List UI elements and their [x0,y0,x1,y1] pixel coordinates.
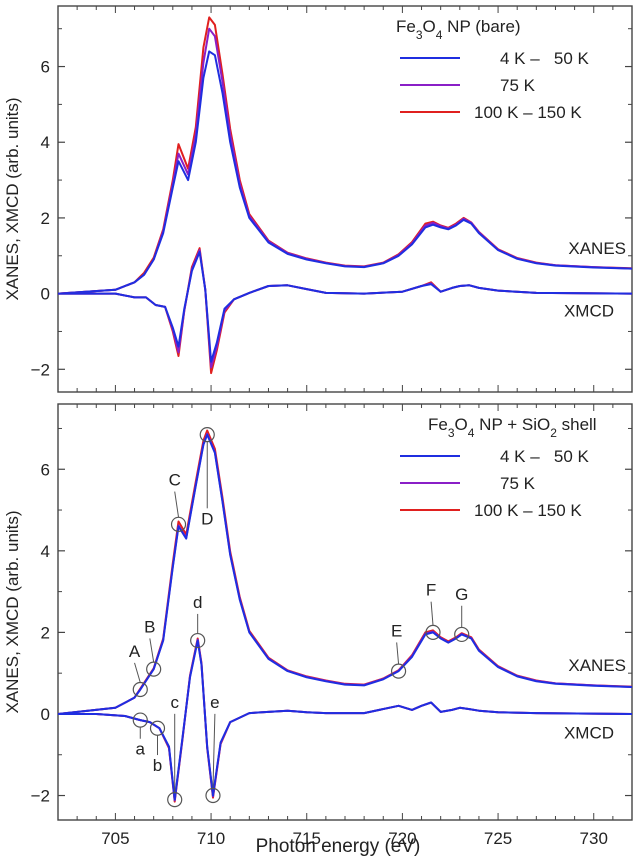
legend-entry-red: 100 K – 150 K [474,501,582,520]
x-tick-label: 725 [484,829,512,848]
marker-circle-c [167,792,183,808]
x-tick-label: 720 [388,829,416,848]
x-tick-label: 715 [293,829,321,848]
x-tick-label: 730 [580,829,608,848]
marker-label-G: G [455,585,468,604]
xanes-label: XANES [568,239,626,258]
legend-title: Fe3O4 NP + SiO2 shell [428,415,597,440]
y-axis-label: XANES, XMCD (arb. units) [3,97,22,300]
marker-leader-B [149,638,155,663]
y-tick-label: 4 [41,542,50,561]
xmcd-line-blue [58,639,633,801]
marker-leader-A [134,662,141,683]
marker-circle-G [454,626,470,643]
marker-circle-e [205,787,221,804]
marker-circle-A [132,681,148,698]
xanes-line-purple [57,27,633,295]
marker-leader-E [396,642,400,665]
xmcd-line-purple [58,249,633,369]
marker-leader-e [212,713,216,789]
y-tick-label: 4 [41,133,50,152]
legend-entry-purple: 75 K [500,474,536,493]
xanes-line-red [57,429,633,715]
legend-entry-blue: 4 K – 50 K [500,447,589,466]
y-tick-label: 0 [41,705,50,724]
marker-label-b: b [153,756,162,775]
legend-title: Fe3O4 NP (bare) [396,17,521,42]
legend-entry-red: 100 K – 150 K [474,103,582,122]
marker-circle-b [149,720,166,736]
marker-label-D: D [201,509,213,528]
xmcd-label: XMCD [564,723,614,742]
marker-label-E: E [391,621,402,640]
xanes-line-purple [57,432,633,715]
x-tick-label: 710 [197,829,225,848]
y-tick-label: 2 [41,623,50,642]
marker-circle-E [390,663,407,679]
marker-label-c: c [170,693,179,712]
y-tick-label: 2 [41,209,50,228]
marker-label-F: F [426,581,436,600]
xmcd-label: XMCD [564,301,614,320]
y-tick-label: −2 [31,360,50,379]
panel-1: −2 0 2 4 6 XANES, XMCD (arb. units) XANES XMCD F… [3,5,633,393]
y-tick-label: −2 [31,787,50,806]
marker-label-d: d [193,593,202,612]
xanes-line-blue [57,433,633,715]
y-tick-label: 6 [41,58,50,77]
y-axis-label: XANES, XMCD (arb. units) [3,510,22,713]
marker-label-a: a [136,740,146,759]
marker-circle-C [170,516,187,532]
x-tick-label: 705 [101,829,129,848]
x-axis-label: Photon energy (eV) [256,836,421,857]
legend-entry-blue: 4 K – 50 K [500,49,589,68]
y-tick-label: 0 [41,285,50,304]
marker-label-A: A [129,642,141,661]
marker-leader-F [430,601,434,626]
marker-circle-D [199,426,215,443]
marker-label-C: C [169,471,181,490]
y-tick-label: 6 [41,460,50,479]
marker-circle-a [132,712,148,728]
xanes-line-blue [57,50,633,295]
marker-circle-F [425,624,441,640]
marker-label-e: e [210,693,219,712]
xanes-label: XANES [568,656,626,675]
legend-entry-purple: 75 K [500,76,536,95]
panel-2: −2 0 2 4 6 XANES, XMCD (arb. units) XANES XMCD F… [3,403,633,821]
marker-circle-B [146,661,162,677]
marker-label-B: B [144,617,155,636]
xmcd-line-blue [58,251,633,363]
marker-leader-C [174,491,180,518]
marker-circle-d [190,632,206,649]
